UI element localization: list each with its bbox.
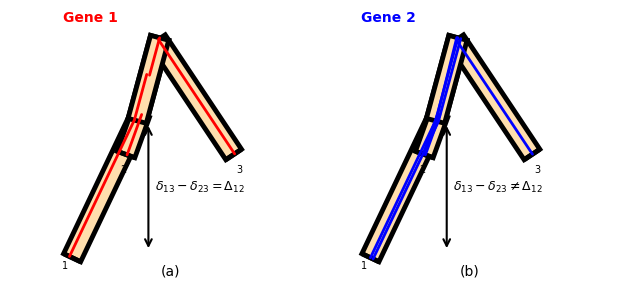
Polygon shape [448, 35, 540, 160]
Polygon shape [426, 35, 467, 123]
Text: $\delta_{13} - \delta_{23} = \Delta_{12}$: $\delta_{13} - \delta_{23} = \Delta_{12}… [155, 179, 245, 195]
Text: 2: 2 [120, 165, 127, 175]
Text: 1: 1 [360, 261, 367, 271]
Text: 3: 3 [236, 165, 243, 175]
Polygon shape [63, 117, 146, 262]
Polygon shape [362, 117, 444, 262]
Polygon shape [415, 111, 448, 158]
Polygon shape [128, 35, 169, 123]
Polygon shape [426, 35, 467, 123]
Text: (a): (a) [161, 264, 180, 278]
Text: (b): (b) [460, 264, 479, 278]
Polygon shape [150, 35, 241, 160]
Polygon shape [128, 35, 169, 123]
Text: 2: 2 [419, 165, 425, 175]
Text: Gene 2: Gene 2 [362, 11, 417, 25]
Text: 1: 1 [62, 261, 68, 271]
Polygon shape [117, 111, 149, 158]
Text: 3: 3 [534, 165, 541, 175]
Text: Gene 1: Gene 1 [63, 11, 118, 25]
Text: $\delta_{13} - \delta_{23} \neq \Delta_{12}$: $\delta_{13} - \delta_{23} \neq \Delta_{… [454, 179, 543, 195]
